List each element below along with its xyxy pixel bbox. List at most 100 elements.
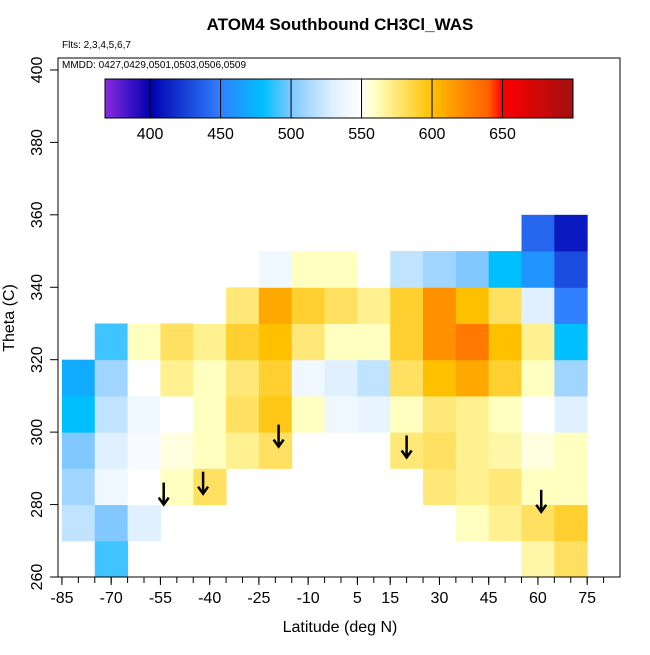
colorbar-tick-label: 400 (137, 126, 164, 143)
heat-cell (291, 251, 326, 288)
arrow-head (400, 449, 413, 460)
heat-cell (521, 468, 555, 506)
heat-cell (554, 287, 588, 324)
heat-cell (521, 323, 555, 361)
heat-cell (521, 395, 555, 433)
heat-cell (61, 504, 96, 542)
heat-cell (488, 323, 523, 361)
heat-cell (390, 287, 424, 324)
heat-cell (291, 323, 326, 361)
heat-cell (423, 323, 457, 361)
heat-cell (521, 359, 555, 397)
x-tick-label: 75 (578, 590, 596, 607)
heat-cell (455, 251, 490, 288)
heat-cell (554, 504, 588, 542)
arrow-head (535, 504, 548, 514)
heat-cell (193, 323, 227, 361)
arrow-head (272, 438, 285, 449)
heat-cell (193, 432, 227, 469)
heat-cell (423, 432, 457, 469)
x-tick-label: 15 (381, 590, 399, 607)
heat-cell (488, 468, 523, 506)
heat-cell (554, 359, 588, 397)
heat-cell (554, 540, 588, 578)
heat-cell (127, 395, 161, 433)
heat-cell (160, 395, 194, 433)
heat-cell (160, 323, 194, 361)
heat-cell (258, 287, 293, 324)
heat-cell (193, 395, 227, 433)
heat-cell (357, 359, 391, 397)
heat-cell (94, 323, 129, 361)
heat-cell (554, 432, 588, 469)
y-tick-label: 340 (29, 274, 46, 301)
heat-cell (61, 395, 96, 433)
heat-cell (324, 359, 358, 397)
heat-cell (423, 287, 457, 324)
x-tick-label: -10 (297, 590, 320, 607)
heat-cell (521, 432, 555, 469)
x-tick-label: -55 (149, 590, 172, 607)
y-tick-label: 400 (29, 57, 46, 84)
colorbar-tick-label: 450 (207, 126, 234, 143)
heat-cell (455, 395, 490, 433)
heat-cell (554, 395, 588, 433)
colorbar-tick-label: 600 (419, 126, 446, 143)
x-tick-label: -85 (50, 590, 73, 607)
heat-cell (324, 323, 358, 361)
heat-cell (258, 395, 293, 433)
heat-cell (94, 359, 129, 397)
heat-cell (324, 395, 358, 433)
heat-cell (488, 359, 523, 397)
heat-cell (226, 359, 260, 397)
y-tick-label: 360 (29, 201, 46, 228)
heat-cell (455, 432, 490, 469)
heat-cell (455, 323, 490, 361)
heat-cell (291, 287, 326, 324)
heat-cell (554, 251, 588, 288)
heat-cell (226, 432, 260, 469)
x-tick-label: 5 (353, 590, 362, 607)
heat-cell (357, 251, 391, 288)
heat-cell (291, 395, 326, 433)
colorbar (104, 78, 574, 119)
heat-cell (127, 504, 161, 542)
heat-cell (94, 432, 129, 469)
heat-cell (226, 395, 260, 433)
heat-cell (554, 468, 588, 506)
arrow-head (197, 485, 210, 496)
x-tick-label: 60 (529, 590, 547, 607)
heat-cell (61, 359, 96, 397)
heat-cell (455, 359, 490, 397)
y-tick-label: 300 (29, 419, 46, 446)
x-tick-label: 45 (480, 590, 498, 607)
y-tick-label: 320 (29, 346, 46, 373)
arrow (535, 489, 548, 514)
heat-cell (390, 359, 424, 397)
heat-cell (291, 359, 326, 397)
y-tick-label: 260 (29, 564, 46, 591)
heat-cell (94, 540, 129, 578)
heat-cell (127, 432, 161, 469)
arrow (400, 435, 413, 460)
heat-cell (357, 323, 391, 361)
colorbar-tick-label: 650 (489, 126, 516, 143)
heat-cell (324, 287, 358, 324)
heat-cell (160, 359, 194, 397)
heat-cell (521, 214, 555, 252)
colorbar-tick-label: 500 (278, 126, 305, 143)
heat-cell (488, 287, 523, 324)
arrow-head (157, 496, 170, 507)
heat-cell (521, 540, 555, 578)
heat-cell (127, 359, 161, 397)
y-tick-label: 280 (29, 491, 46, 518)
heat-cell (390, 251, 424, 288)
heat-cell (423, 359, 457, 397)
annotation: MMDD: 0427,0429,0501,0503,0506,0509 (62, 60, 246, 71)
heat-cell (226, 287, 260, 324)
heat-cell (357, 395, 391, 433)
x-tick-label: -70 (100, 590, 123, 607)
x-tick-label: -25 (247, 590, 270, 607)
